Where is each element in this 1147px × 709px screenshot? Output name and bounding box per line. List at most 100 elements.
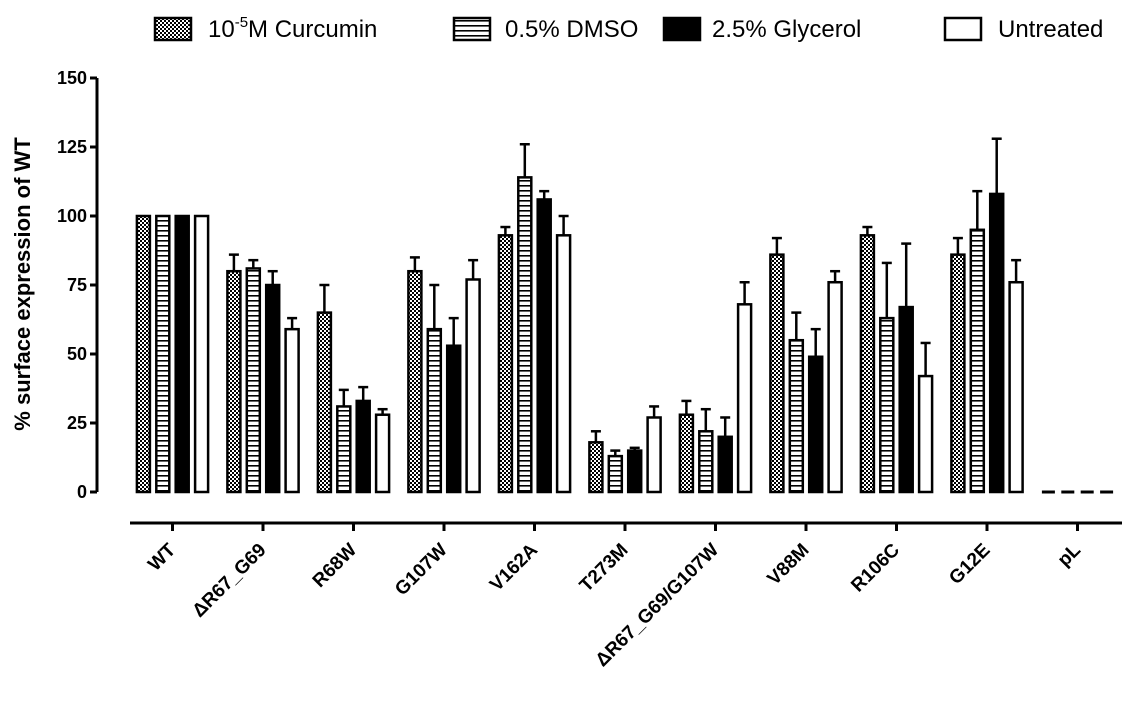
bar-rect [497,234,514,494]
bar [827,269,843,494]
legend-label: 0.5% DMSO [505,16,638,43]
x-tick-label: V88M [764,540,814,590]
bar-rect [898,305,914,494]
bar-rect [969,228,986,494]
bar [445,316,462,494]
bar-rect [316,311,333,494]
bar [859,225,876,494]
bar [193,214,210,494]
bar [646,405,662,494]
bar [465,258,481,494]
legend-item: 10-5M Curcumin [153,14,377,43]
x-tick-label: R68W [309,540,361,592]
x-tick-label: pL [1054,539,1086,571]
bar [497,225,514,494]
bar [426,283,443,494]
bar [155,214,171,494]
bar-rect [717,435,733,494]
bar [717,416,733,494]
bar-rect [678,413,695,494]
bar-rect [155,214,171,494]
x-axis: WT ΔR67_G69 R68W G107W V162A T273MΔR67_G69/G1… [130,521,1122,671]
y-tick-label: 50 [67,344,87,364]
x-tick-label: G107W [391,540,451,600]
bar-rect [135,214,152,494]
bar-rect [736,303,753,494]
bar [988,137,1005,494]
bar-rect [1008,280,1024,494]
bar [555,214,572,494]
bar [588,430,604,494]
bar-rect [355,399,371,494]
legend-item: 0.5% DMSO [452,16,638,43]
bar [245,258,262,494]
bar [264,269,281,494]
bars [135,137,1114,494]
bar [374,407,391,494]
legend-label: Untreated [998,16,1103,43]
bar [355,385,371,494]
bar [969,189,986,494]
bar [788,311,805,494]
bar [607,449,624,494]
x-tick-label: V162A [486,539,542,595]
bar-rect [807,355,824,494]
bar-rect [769,253,785,494]
x-tick-label: T273M [576,540,633,597]
bar-rect [827,280,843,494]
x-tick-label: WT [144,539,180,575]
bar-rect [859,234,876,494]
bar [517,142,533,494]
bar [226,253,242,494]
bar [807,327,824,494]
bar-rect [426,327,443,494]
bar [626,446,643,494]
x-tick-label: ΔR67_G69 [189,540,271,622]
bar-rect [646,416,662,494]
y-tick-label: 25 [67,413,87,433]
bar-rect [193,214,210,494]
bar [316,283,333,494]
bar [698,407,714,494]
legend-item: Untreated [943,16,1103,43]
legend-swatch [662,16,702,42]
bar [769,236,785,494]
y-tick-label: 100 [57,206,87,226]
bar [336,388,352,494]
x-tick-label: R106C [847,539,904,596]
y-tick-label: 125 [57,137,87,157]
legend-swatch [153,16,193,42]
bar-rect [588,441,604,494]
bar-rect [555,234,572,494]
bar-rect [626,449,643,494]
bar-rect [226,269,242,494]
legend-swatch [452,16,492,42]
bar [898,242,914,494]
bar [678,399,695,494]
bar [736,280,753,494]
x-tick-label: G12E [945,540,994,589]
bar-rect [336,405,352,494]
bar-rect [917,374,934,494]
bar [879,261,895,494]
bar-rect [607,454,624,494]
bar [174,214,190,494]
y-tick-label: 0 [77,482,87,502]
bar [407,256,423,494]
bar-rect [950,253,966,494]
bar [1008,258,1024,494]
bar-rect [284,327,300,494]
bar-rect [374,413,391,494]
bar-rect [407,269,423,494]
bar-rect [264,283,281,494]
legend-label: 10-5M Curcumin [208,14,377,43]
y-tick-label: 75 [67,275,87,295]
bar [950,236,966,494]
bar-rect [445,344,462,494]
bar [135,214,152,494]
bar-rect [698,430,714,494]
bar [536,189,552,494]
bar-rect [879,316,895,494]
bar-rect [988,192,1005,494]
